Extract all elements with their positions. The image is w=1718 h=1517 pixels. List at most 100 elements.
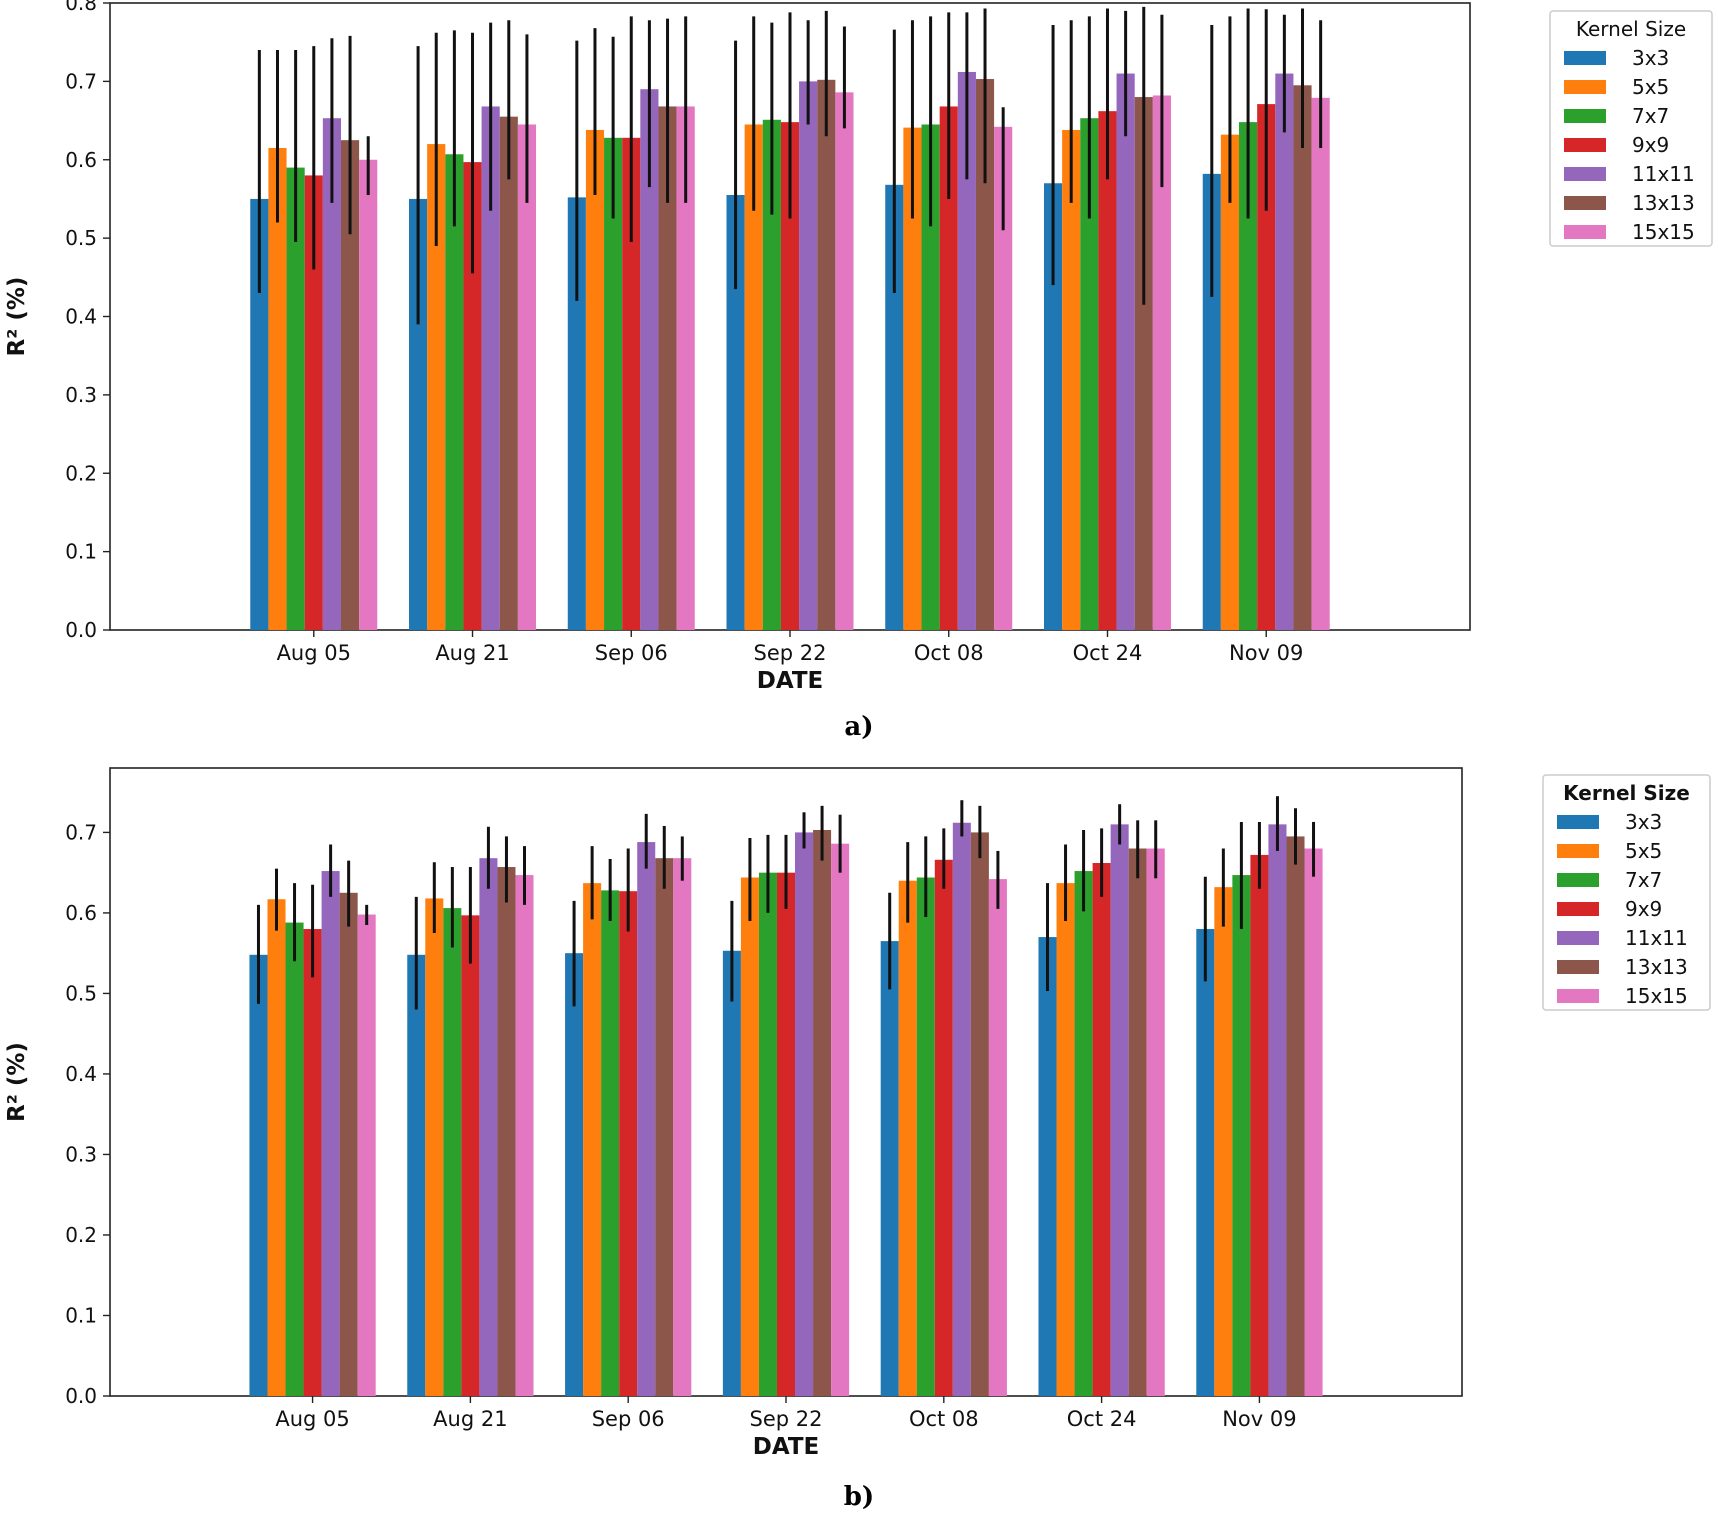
y-tick-label: 0.8 (65, 0, 97, 15)
bar (758, 872, 777, 1396)
bar (567, 197, 586, 630)
bar (676, 106, 695, 630)
bar (1250, 854, 1269, 1396)
legend-label: 3x3 (1625, 810, 1662, 834)
bar (921, 124, 940, 630)
bar (285, 922, 304, 1396)
bar (463, 162, 482, 630)
x-tick-label: Sep 22 (754, 641, 827, 665)
bar (762, 119, 781, 630)
chart-a-svg: 0.0 0.1 0.2 0.3 0.4 0.5 0.6 0.7 0.8 Aug 05 Aug 21 S… (4, 0, 1713, 694)
bar (817, 79, 836, 631)
legend-swatch (1557, 844, 1599, 858)
chart-panel-b: 0.0 0.1 0.2 0.3 0.4 0.5 0.6 0.7 Aug 05 Aug 21 Sep … (0, 760, 1718, 1517)
bar (565, 953, 584, 1396)
bar (831, 843, 850, 1396)
bar (975, 79, 995, 631)
bar (249, 954, 268, 1396)
bar (726, 195, 745, 631)
y-tick-label: 0.3 (65, 1142, 97, 1166)
bar (1196, 929, 1215, 1396)
x-tick-label: Aug 05 (277, 641, 351, 665)
y-tick-label: 0.0 (65, 618, 97, 642)
bar (583, 883, 602, 1396)
bar (286, 167, 305, 630)
bar (1152, 95, 1171, 631)
bar (1092, 863, 1111, 1396)
bar (1043, 183, 1063, 630)
bar (407, 954, 426, 1396)
bar (1080, 118, 1099, 631)
bar (880, 941, 899, 1396)
legend-label: 5x5 (1632, 75, 1669, 99)
legend-label: 7x7 (1632, 104, 1669, 128)
bar (1116, 73, 1135, 631)
bar (425, 898, 444, 1396)
legend-label: 9x9 (1625, 897, 1662, 921)
legend-label: 9x9 (1632, 133, 1669, 157)
bar (903, 127, 922, 631)
legend-label: 11x11 (1625, 926, 1688, 950)
bar (499, 116, 518, 631)
legend-label: 15x15 (1632, 220, 1695, 244)
x-tick-label: Aug 21 (433, 1407, 507, 1431)
x-tick-label: Nov 09 (1222, 1407, 1296, 1431)
bar (321, 871, 340, 1396)
bar (885, 184, 904, 630)
legend-box (1542, 774, 1711, 1011)
bar (1220, 134, 1240, 631)
y-tick-label: 0.6 (65, 148, 97, 172)
bar (303, 929, 322, 1396)
legend-title: Kernel Size (1563, 781, 1690, 805)
bar (799, 81, 818, 630)
bar (1146, 848, 1165, 1396)
bar (250, 198, 269, 630)
x-tick-label: Aug 05 (275, 1407, 349, 1431)
bar (952, 822, 971, 1396)
x-axis-label: DATE (753, 1434, 820, 1460)
bar (339, 892, 358, 1396)
legend-swatch (1564, 109, 1606, 123)
bar (601, 890, 620, 1396)
bar (970, 832, 989, 1396)
x-tick-label: Sep 06 (592, 1407, 665, 1431)
legend-label: 13x13 (1625, 955, 1688, 979)
y-tick-label: 0.7 (65, 820, 97, 844)
bar (322, 118, 341, 631)
y-tick-label: 0.1 (65, 540, 97, 564)
y-tick-label: 0.5 (65, 226, 97, 250)
x-tick-label: Oct 24 (1067, 1407, 1137, 1431)
bar (1128, 848, 1147, 1396)
y-tick-label: 0.3 (65, 383, 97, 407)
bar (673, 858, 692, 1396)
x-tick-label: Oct 08 (909, 1407, 979, 1431)
y-axis-label: R² (%) (4, 277, 30, 357)
legend-label: 13x13 (1632, 191, 1695, 215)
bar (622, 137, 641, 630)
chart-b-svg: 0.0 0.1 0.2 0.3 0.4 0.5 0.6 0.7 Aug 05 Aug 21 Sep … (4, 767, 1711, 1460)
legend-title: Kernel Size (1576, 17, 1686, 41)
bar (740, 877, 759, 1396)
y-tick-label: 0.6 (65, 901, 97, 925)
bar (267, 899, 286, 1396)
bar (1232, 875, 1251, 1396)
x-tick-label: Aug 21 (435, 641, 509, 665)
bar (1311, 97, 1330, 631)
bar (1074, 871, 1093, 1396)
x-axis-label: DATE (757, 668, 824, 694)
legend-label: 5x5 (1625, 839, 1662, 863)
x-tick-label: Sep 06 (595, 641, 668, 665)
x-tick-label: Nov 09 (1229, 641, 1303, 665)
legend-swatch (1557, 960, 1599, 974)
bar (916, 877, 935, 1396)
bar (479, 858, 498, 1396)
bar (994, 126, 1013, 631)
bar (443, 908, 462, 1396)
bar (1293, 85, 1312, 630)
bar (357, 914, 376, 1396)
bar (340, 140, 360, 630)
legend-swatch (1564, 138, 1606, 152)
x-tick-label: Oct 24 (1073, 641, 1143, 665)
bar (658, 106, 677, 630)
bar (934, 859, 953, 1396)
